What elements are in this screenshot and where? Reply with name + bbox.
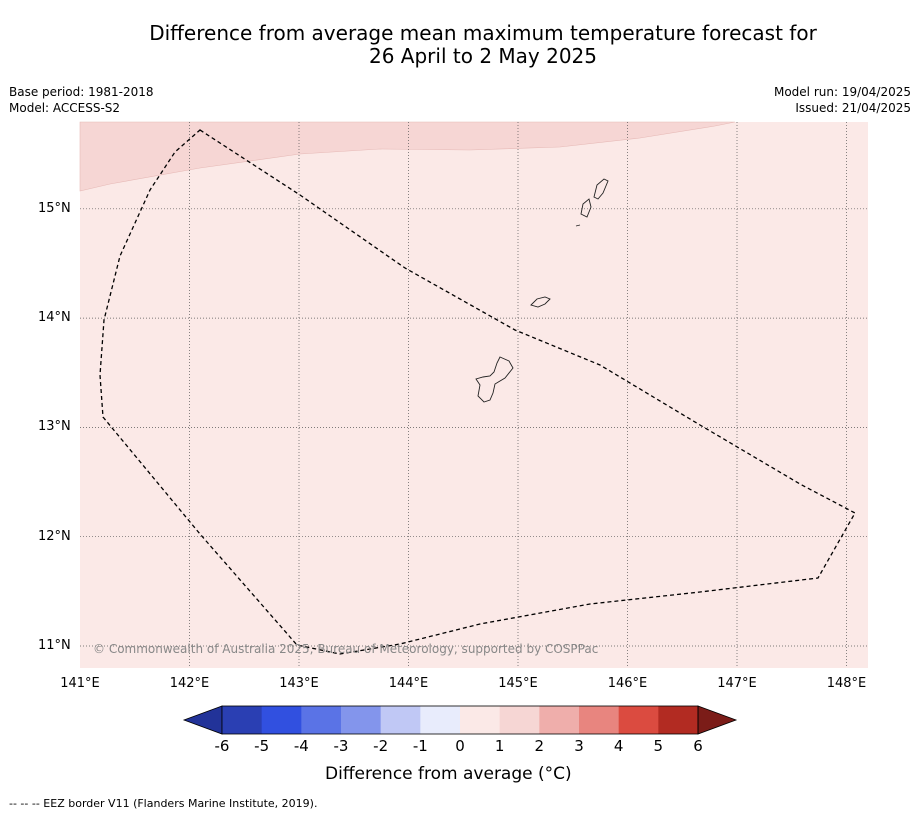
lon-tick-label: 148°E xyxy=(826,676,867,691)
lon-tick-label: 147°E xyxy=(717,676,757,691)
lat-tick-label: 14°N xyxy=(38,310,71,326)
aguijan-island xyxy=(575,224,581,227)
colorbar-tick-label: 2 xyxy=(534,737,545,755)
tinian-island xyxy=(580,198,592,218)
colorbar-segment xyxy=(499,706,540,734)
colorbar-segment xyxy=(539,706,580,734)
colorbar-segment xyxy=(618,706,659,734)
colorbar-tick-label: -3 xyxy=(333,737,349,755)
eez-footnote: -- -- -- EEZ border V11 (Flanders Marine… xyxy=(9,797,318,810)
model-name: Model: ACCESS-S2 xyxy=(9,101,121,115)
colorbar-tick-label: -6 xyxy=(214,737,230,755)
lon-tick-label: 142°E xyxy=(169,676,210,691)
meta-right: Model run: 19/04/2025 Issued: 21/04/2025 xyxy=(774,84,911,116)
lon-tick-label: 145°E xyxy=(498,676,538,691)
colorbar-segment xyxy=(301,706,342,734)
base-period: Base period: 1981-2018 xyxy=(9,85,154,99)
colorbar-tick-label: -4 xyxy=(293,737,309,755)
lon-tick-label: 146°E xyxy=(607,676,648,691)
colorbar xyxy=(182,705,738,735)
colorbar-tick-label: -2 xyxy=(373,737,389,755)
colorbar-segment xyxy=(380,706,421,734)
colorbar-segment xyxy=(222,706,263,734)
colorbar-segment xyxy=(261,706,302,734)
colorbar-segment xyxy=(341,706,382,734)
colorbar-segment xyxy=(460,706,501,734)
colorbar-label: Difference from average (°C) xyxy=(325,764,572,784)
lon-tick-label: 143°E xyxy=(279,676,319,691)
colorbar-tick-label: -5 xyxy=(254,737,270,755)
gridlines xyxy=(80,122,868,668)
colorbar-segment xyxy=(579,706,620,734)
guam-island xyxy=(475,356,514,403)
warm-anomaly-band xyxy=(79,121,736,192)
colorbar-tick-label: 6 xyxy=(693,737,703,755)
model-run: Model run: 19/04/2025 xyxy=(773,85,911,99)
colorbar-segment xyxy=(658,706,699,734)
lon-tick-label: 144°E xyxy=(388,676,429,691)
meta-left: Base period: 1981-2018 Model: ACCESS-S2 xyxy=(9,84,154,116)
issued-date: Issued: 21/04/2025 xyxy=(795,101,911,115)
colorbar-extend-max xyxy=(697,705,738,735)
colorbar-segment xyxy=(420,706,461,734)
colorbar-tick-label: 0 xyxy=(455,737,465,755)
title-line-1: Difference from average mean maximum tem… xyxy=(149,21,817,45)
colorbar-tick-label: 3 xyxy=(574,737,584,755)
map-title: Difference from average mean maximum tem… xyxy=(0,22,919,68)
lat-tick-label: 12°N xyxy=(38,528,71,544)
title-line-2: 26 April to 2 May 2025 xyxy=(369,44,597,68)
rota-island xyxy=(530,296,551,308)
colorbar-tick-label: 5 xyxy=(653,737,664,755)
colorbar-tick-label: -1 xyxy=(412,737,428,755)
lat-tick-label: 13°N xyxy=(38,419,71,435)
lat-tick-label: 11°N xyxy=(38,638,71,653)
colorbar-frame xyxy=(221,705,699,735)
copyright-notice: © Commonwealth of Australia 2025, Bureau… xyxy=(93,642,599,656)
colorbar-tick-label: 4 xyxy=(613,737,624,755)
lat-tick-label: 15°N xyxy=(38,200,71,216)
colorbar-extend-min xyxy=(182,705,223,735)
saipan-island xyxy=(593,178,609,200)
eez-border xyxy=(99,129,856,655)
colorbar-tick-label: 1 xyxy=(494,737,505,755)
lon-tick-label: 141°E xyxy=(60,676,100,691)
